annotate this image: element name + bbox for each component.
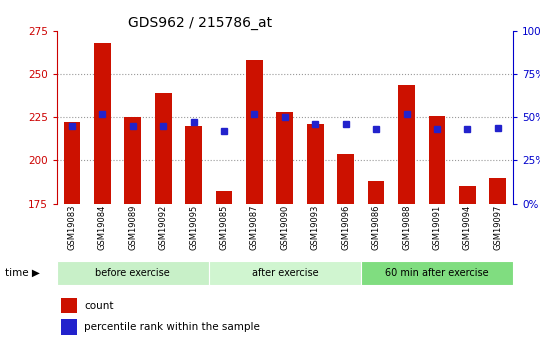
Bar [209, 261, 361, 285]
Text: percentile rank within the sample: percentile rank within the sample [84, 322, 260, 332]
Text: GSM19086: GSM19086 [372, 205, 381, 250]
Text: after exercise: after exercise [252, 268, 318, 278]
Text: GSM19089: GSM19089 [129, 205, 137, 250]
Bar [215, 191, 232, 204]
Text: count: count [84, 301, 113, 311]
Text: GSM19085: GSM19085 [219, 205, 228, 250]
Bar [307, 124, 323, 204]
Bar [361, 261, 513, 285]
Bar [338, 154, 354, 204]
Text: GSM19096: GSM19096 [341, 205, 350, 250]
Bar [94, 43, 111, 204]
Bar [61, 319, 77, 335]
Text: time ▶: time ▶ [5, 268, 40, 278]
Bar [155, 93, 172, 204]
Bar [429, 116, 446, 204]
Text: GSM19083: GSM19083 [68, 205, 77, 250]
Bar [64, 122, 80, 204]
Text: GSM19088: GSM19088 [402, 205, 411, 250]
Bar [246, 60, 263, 204]
Text: GSM19092: GSM19092 [159, 205, 168, 250]
Text: GSM19097: GSM19097 [494, 205, 502, 250]
Text: 60 min after exercise: 60 min after exercise [385, 268, 489, 278]
Bar [124, 117, 141, 204]
Bar [489, 178, 506, 204]
Text: GSM19091: GSM19091 [433, 205, 442, 250]
Text: GDS962 / 215786_at: GDS962 / 215786_at [128, 16, 272, 30]
Bar [398, 85, 415, 204]
Bar [276, 112, 293, 204]
Bar [61, 298, 77, 313]
Text: GSM19095: GSM19095 [189, 205, 198, 250]
Text: GSM19090: GSM19090 [280, 205, 289, 250]
Bar [185, 126, 202, 204]
Bar [57, 261, 209, 285]
Text: GSM19087: GSM19087 [250, 205, 259, 250]
Text: before exercise: before exercise [96, 268, 170, 278]
Bar [368, 181, 384, 204]
Bar [459, 186, 476, 204]
Text: GSM19094: GSM19094 [463, 205, 472, 250]
Text: GSM19093: GSM19093 [311, 205, 320, 250]
Text: GSM19084: GSM19084 [98, 205, 107, 250]
